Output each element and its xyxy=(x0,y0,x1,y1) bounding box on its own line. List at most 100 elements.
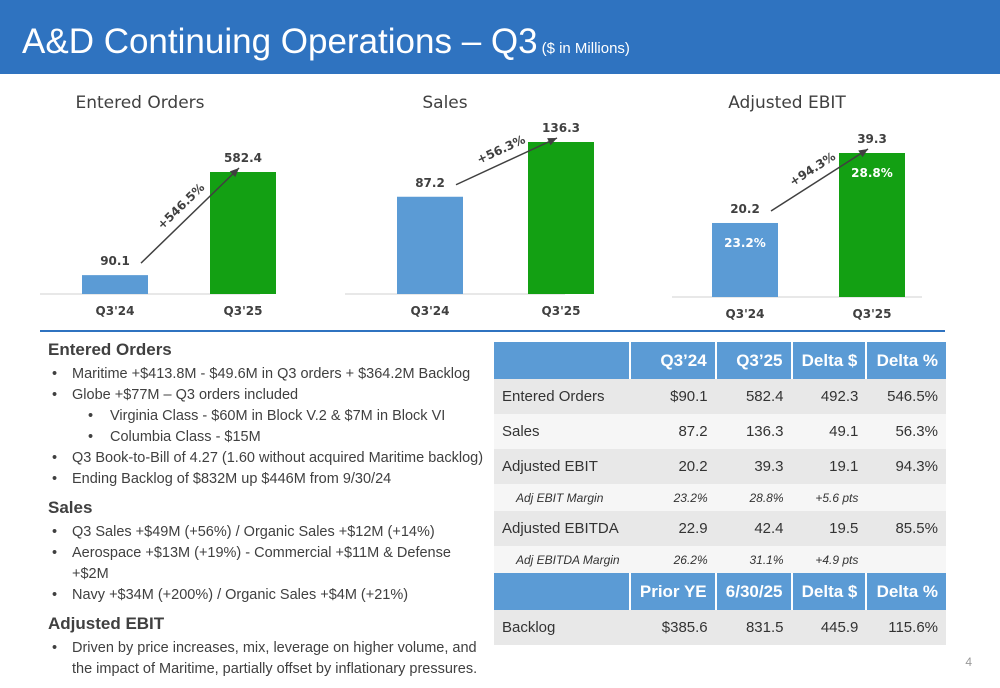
table-cell: 26.2% xyxy=(629,546,716,573)
table-cell: 42.4 xyxy=(715,511,792,546)
table-cell: Adjusted EBITDA xyxy=(494,511,630,546)
column-header: Prior YE xyxy=(628,573,716,610)
growth-arrowhead xyxy=(229,168,239,178)
table-cell: 49.1 xyxy=(791,414,867,449)
column-header xyxy=(494,342,630,379)
title-banner xyxy=(0,0,1000,74)
section-heading: Entered Orders xyxy=(48,340,172,359)
table-row: Sales 87.2 136.3 49.1 56.3% xyxy=(494,414,946,449)
sales-chart: Sales 87.2 Q3'24 136.3 Q3'25 +56.3% xyxy=(345,86,594,326)
bar-Q3'25 xyxy=(210,172,276,294)
column-header: Delta % xyxy=(865,342,946,379)
bar-value-label: 87.2 xyxy=(415,176,445,190)
commentary-section: Entered Orders Maritime +$413.8M - $49.6M… xyxy=(48,340,488,490)
chart-title: Sales xyxy=(422,93,467,113)
category-label: Q3'25 xyxy=(853,307,892,321)
bullet-item: Aerospace +$13M (+19%) - Commercial +$11… xyxy=(48,543,488,585)
table-cell: 136.3 xyxy=(715,414,792,449)
chart-svg: Sales 87.2 Q3'24 136.3 Q3'25 +56.3% xyxy=(345,93,594,318)
table-header-row: Q3’24 Q3’25 Delta $ Delta % xyxy=(494,342,946,379)
sub-bullet-item: Columbia Class - $15M xyxy=(48,427,488,448)
table-cell: +4.9 pts xyxy=(791,546,867,573)
bar-Q3'24 xyxy=(82,275,148,294)
commentary-panel: Entered Orders Maritime +$413.8M - $49.6M… xyxy=(48,340,488,688)
column-header: Delta $ xyxy=(790,573,867,610)
table-cell: Sales xyxy=(494,414,630,449)
table-cell: Adj EBITDA Margin xyxy=(494,546,630,573)
table-cell: 546.5% xyxy=(866,379,946,414)
column-header: Delta % xyxy=(865,573,946,610)
growth-arrowhead xyxy=(858,149,868,158)
bar-value-label: 136.3 xyxy=(542,121,580,135)
growth-arrow xyxy=(140,167,240,264)
column-header xyxy=(494,573,630,610)
table-row: Adj EBITDA Margin 26.2% 31.1% +4.9 pts xyxy=(494,546,946,573)
table-cell: 19.5 xyxy=(791,511,867,546)
bullet-item: Q3 Sales +$49M (+56%) / Organic Sales +$… xyxy=(48,522,488,543)
growth-percent-label: +94.3% xyxy=(787,149,838,189)
commentary-section: Adjusted EBIT Driven by price increases, … xyxy=(48,614,488,680)
table-cell: 445.9 xyxy=(791,610,867,645)
bullet-item: Driven by price increases, mix, leverage… xyxy=(48,638,488,680)
page-title: A&D Continuing Operations – Q3 ($ in Mill… xyxy=(22,22,630,62)
column-header: Delta $ xyxy=(790,342,867,379)
table-row: Backlog $385.6 831.5 445.9 115.6% xyxy=(494,610,946,645)
table-header-row: Prior YE 6/30/25 Delta $ Delta % xyxy=(494,573,946,610)
entered-orders-chart: Entered Orders 90.1 Q3'24 582.4 Q3'25 +546.5% xyxy=(40,86,280,326)
table-cell: 115.6% xyxy=(866,610,946,645)
table-row: Entered Orders $90.1 582.4 492.3 546.5% xyxy=(494,379,946,414)
chart-title: Entered Orders xyxy=(75,93,204,113)
bar-Q3'25 xyxy=(528,142,594,294)
growth-percent-label: +56.3% xyxy=(475,132,528,166)
table-cell: 582.4 xyxy=(715,379,792,414)
commentary-section: Sales Q3 Sales +$49M (+56%) / Organic Sal… xyxy=(48,498,488,606)
section-heading: Sales xyxy=(48,498,93,517)
table-cell: 19.1 xyxy=(791,449,867,484)
column-header: Q3’25 xyxy=(714,342,792,379)
table-cell xyxy=(866,484,946,511)
page-title-text: A&D Continuing Operations – Q3 xyxy=(22,22,538,61)
category-label: Q3'24 xyxy=(411,304,450,318)
table-cell: 39.3 xyxy=(715,449,792,484)
category-label: Q3'24 xyxy=(726,307,765,321)
page-subtitle: ($ in Millions) xyxy=(541,40,630,57)
bar-value-label: 582.4 xyxy=(224,151,262,165)
bar-margin-label: 23.2% xyxy=(724,236,766,250)
table-cell: Backlog xyxy=(494,610,630,645)
category-label: Q3'25 xyxy=(542,304,581,318)
table-cell: $90.1 xyxy=(629,379,716,414)
bullet-item: Globe +$77M – Q3 orders included xyxy=(48,385,488,406)
bar-Q3'25 xyxy=(839,153,905,297)
sub-bullet-item: Virginia Class - $60M in Block V.2 & $7M… xyxy=(48,406,488,427)
growth-arrowhead xyxy=(547,138,557,146)
table-cell: 492.3 xyxy=(791,379,867,414)
category-label: Q3'25 xyxy=(224,304,263,318)
table-cell: 31.1% xyxy=(715,546,792,573)
bullet-item: Ending Backlog of $832M up $446M from 9/… xyxy=(48,469,488,490)
table-row: Adjusted EBITDA 22.9 42.4 19.5 85.5% xyxy=(494,511,946,546)
table-cell: 28.8% xyxy=(715,484,792,511)
page-number: 4 xyxy=(965,655,972,669)
table-cell: +5.6 pts xyxy=(791,484,867,511)
table-cell: 85.5% xyxy=(866,511,946,546)
financial-table: Q3’24 Q3’25 Delta $ Delta % Entered Orders $9… xyxy=(494,342,946,645)
growth-arrow xyxy=(770,148,869,212)
section-divider xyxy=(40,330,945,332)
table-cell: Adjusted EBIT xyxy=(494,449,630,484)
bar-Q3'24 xyxy=(397,196,463,294)
table-cell: Entered Orders xyxy=(494,379,630,414)
chart-title: Adjusted EBIT xyxy=(728,93,846,113)
table-cell: 94.3% xyxy=(866,449,946,484)
table-cell: 22.9 xyxy=(629,511,716,546)
table-cell: $385.6 xyxy=(629,610,716,645)
column-header: Q3’24 xyxy=(628,342,716,379)
bullet-item: Maritime +$413.8M - $49.6M in Q3 orders … xyxy=(48,364,488,385)
category-label: Q3'24 xyxy=(96,304,135,318)
table-cell xyxy=(866,546,946,573)
bullet-item: Navy +$34M (+200%) / Organic Sales +$4M … xyxy=(48,585,488,606)
table-row: Adjusted EBIT 20.2 39.3 19.1 94.3% xyxy=(494,449,946,484)
bar-value-label: 90.1 xyxy=(100,254,130,268)
table-row: Adj EBIT Margin 23.2% 28.8% +5.6 pts xyxy=(494,484,946,511)
bar-margin-label: 28.8% xyxy=(851,166,893,180)
